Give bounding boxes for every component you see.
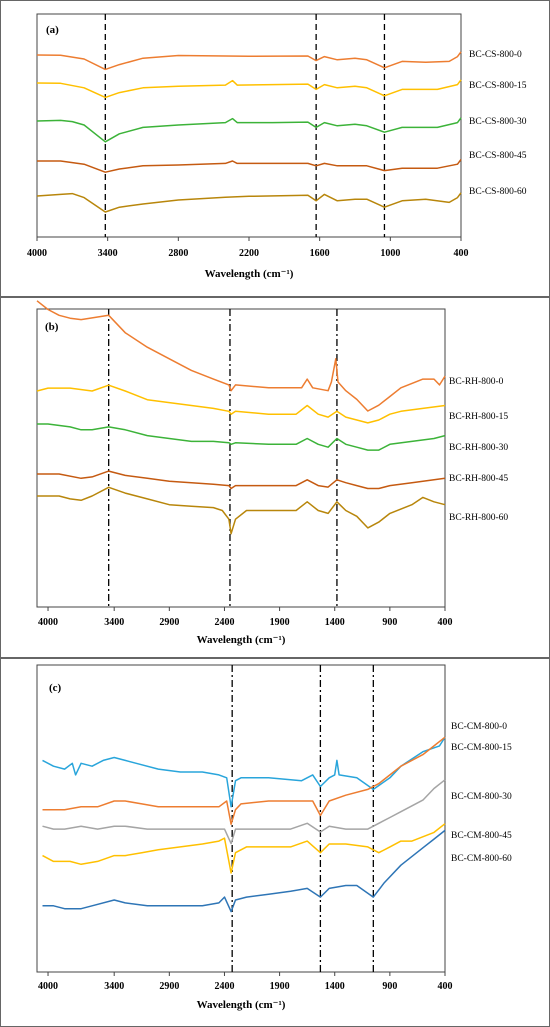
series-line <box>42 829 446 913</box>
x-axis-label: Wavelength (cm⁻¹) <box>197 999 286 1011</box>
series-line <box>36 300 446 412</box>
panel-label: (b) <box>45 321 59 333</box>
x-tick-label: 1900 <box>270 617 290 628</box>
x-tick-label: 2800 <box>168 248 188 259</box>
x-tick-label: 1000 <box>380 248 400 259</box>
series-line <box>42 736 446 808</box>
x-tick-label: 1600 <box>310 248 330 259</box>
legend-label: BC-CM-800-60 <box>451 854 512 864</box>
chart-b-svg: BC-RH-800-0 BC-RH-800-15 BC-RH-800-30 BC-RH… <box>36 300 508 646</box>
series-line <box>36 192 462 213</box>
legend-label: BC-CS-800-0 <box>469 50 522 60</box>
plot-frame <box>36 664 446 973</box>
legend-label: BC-CS-800-30 <box>469 117 527 127</box>
x-tick-label: 2400 <box>214 981 234 992</box>
chart-a-svg: BC-CS-800-0 BC-CS-800-15 BC-CS-800-30 BC-CS… <box>27 13 527 280</box>
legend-label: BC-CM-800-45 <box>451 831 512 841</box>
x-tick-label: 900 <box>382 981 397 992</box>
series-line <box>36 51 462 71</box>
series-line <box>37 486 446 535</box>
x-tick-label: 3400 <box>104 981 124 992</box>
plot-frame <box>36 308 446 608</box>
x-tick-label: 2200 <box>239 248 259 259</box>
legend-label: BC-RH-800-60 <box>449 513 508 523</box>
x-tick-label: 2900 <box>159 617 179 628</box>
chart-c-svg: BC-CM-800-0 BC-CM-800-15 BC-CM-800-30 BC-CM… <box>36 664 512 1011</box>
x-tick-label: 1400 <box>325 981 345 992</box>
x-axis-label: Wavelength (cm⁻¹) <box>197 634 286 646</box>
x-tick-label: 900 <box>382 617 397 628</box>
series-line <box>37 423 446 451</box>
series-line <box>37 158 462 173</box>
legend-label: BC-CS-800-45 <box>469 151 527 161</box>
legend-label: BC-RH-800-0 <box>449 377 504 387</box>
series-line <box>37 470 446 490</box>
legend-label: BC-CS-800-60 <box>469 187 527 197</box>
x-tick-label: 1900 <box>270 981 290 992</box>
x-tick-label: 4000 <box>27 248 47 259</box>
legend-label: BC-RH-800-15 <box>449 412 508 422</box>
x-tick-label: 400 <box>438 617 453 628</box>
x-tick-label: 400 <box>438 981 453 992</box>
x-tick-label: 400 <box>454 248 469 259</box>
series-line <box>36 79 462 99</box>
legend-label: BC-CS-800-15 <box>469 81 527 91</box>
series-line <box>42 823 446 874</box>
series-line <box>42 736 446 825</box>
series-line <box>36 384 446 424</box>
x-tick-label: 4000 <box>38 981 58 992</box>
x-axis-label: Wavelength (cm⁻¹) <box>205 268 294 280</box>
chart-panel-a: BC-CS-800-0 BC-CS-800-15 BC-CS-800-30 BC-CS… <box>0 0 550 297</box>
series-line <box>36 117 462 143</box>
legend-label: BC-CM-800-30 <box>451 792 512 802</box>
legend-label: BC-RH-800-30 <box>449 443 508 453</box>
legend-label: BC-CM-800-0 <box>451 722 507 732</box>
plot-frame <box>36 13 462 238</box>
x-tick-label: 3400 <box>98 248 118 259</box>
x-tick-label: 4000 <box>38 617 58 628</box>
chart-panel-c: BC-CM-800-0 BC-CM-800-15 BC-CM-800-30 BC-CM… <box>0 658 550 1027</box>
series-line <box>42 779 446 845</box>
x-tick-label: 3400 <box>104 617 124 628</box>
panel-label: (a) <box>46 24 59 36</box>
legend-label: BC-RH-800-45 <box>449 474 508 484</box>
x-tick-label: 2900 <box>159 981 179 992</box>
chart-panel-b: BC-RH-800-0 BC-RH-800-15 BC-RH-800-30 BC-RH… <box>0 297 550 658</box>
x-tick-label: 2400 <box>214 617 234 628</box>
x-tick-label: 1400 <box>325 617 345 628</box>
legend-label: BC-CM-800-15 <box>451 743 512 753</box>
panel-label: (c) <box>49 682 62 694</box>
